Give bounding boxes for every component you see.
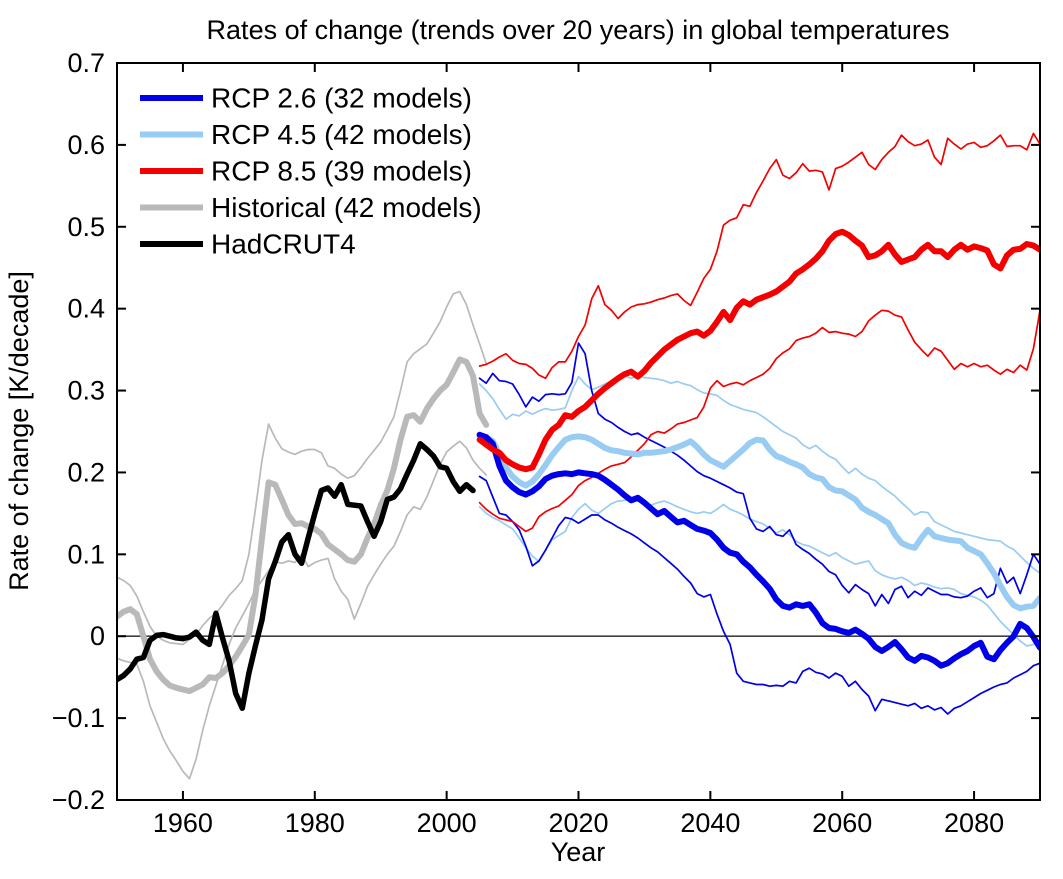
legend-item-label: RCP 4.5 (42 models) <box>211 119 472 150</box>
series-rcp45-upper <box>478 374 1040 575</box>
series-hist-mean <box>117 356 490 695</box>
series-hist-upper <box>117 290 488 646</box>
y-tick-label: 0.4 <box>67 294 105 324</box>
x-tick-label: 2040 <box>680 808 740 838</box>
y-tick-label: 0.5 <box>67 212 105 242</box>
y-tick-label: −0.1 <box>52 703 105 733</box>
y-tick-label: 0 <box>90 621 105 651</box>
series-rcp26-lower <box>478 475 1040 715</box>
x-tick-label: 2060 <box>812 808 872 838</box>
y-tick-label: 0.3 <box>67 376 105 406</box>
x-tick-label: 1980 <box>285 808 345 838</box>
y-tick-label: 0.1 <box>67 539 105 569</box>
legend: RCP 2.6 (32 models) RCP 4.5 (42 models) RC… <box>140 83 482 260</box>
data-series <box>117 132 1040 780</box>
legend-item-label: RCP 8.5 (39 models) <box>211 156 472 187</box>
y-tick-label: 0.2 <box>67 457 105 487</box>
y-tick-label: 0.6 <box>67 130 105 160</box>
series-rcp85-upper <box>478 132 1040 380</box>
series-rcp85-lower <box>478 309 1040 533</box>
x-tick-label: 2020 <box>548 808 608 838</box>
legend-item-label: RCP 2.6 (32 models) <box>211 83 472 114</box>
chart-title: Rates of change (trends over 20 years) i… <box>207 15 950 45</box>
series-rcp45-mean <box>476 432 1040 612</box>
series-rcp85-mean <box>476 228 1040 473</box>
legend-item-label: HadCRUT4 <box>211 229 356 260</box>
series-rcp45-lower <box>478 497 1040 647</box>
y-tick-label: 0.7 <box>67 48 105 78</box>
tick-labels: 1960 1980 2000 2020 2040 2060 2080 0.7 0.6 0.5 0.4… <box>52 48 1004 838</box>
series-hadcrut4 <box>117 441 476 712</box>
series-rcp26-mean <box>476 431 1040 669</box>
axes-box-and-ticks <box>116 62 1041 801</box>
legend-item-label: Historical (42 models) <box>211 192 482 223</box>
x-tick-label: 2080 <box>944 808 1004 838</box>
x-tick-label: 2000 <box>417 808 477 838</box>
x-tick-label: 1960 <box>153 808 213 838</box>
series-rcp26-upper <box>478 342 1040 607</box>
y-tick-label: −0.2 <box>52 785 105 815</box>
y-axis-label: Rate of change [K/decade] <box>4 271 34 591</box>
x-axis-label: Year <box>551 837 606 867</box>
